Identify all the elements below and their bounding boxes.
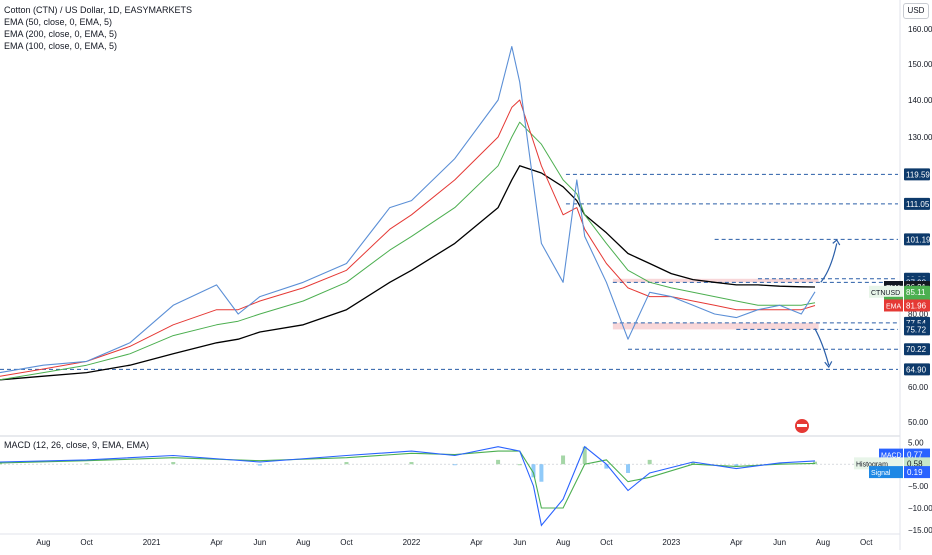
price-label-tag: EMA xyxy=(886,303,902,310)
time-axis-tick: 2021 xyxy=(143,538,161,547)
price-axis-tick: 150.00 xyxy=(908,60,932,69)
macd-label-value: 0.19 xyxy=(907,468,923,477)
price-axis-tick: 160.00 xyxy=(908,25,932,34)
time-axis-tick: 2022 xyxy=(403,538,421,547)
ema100-line xyxy=(0,121,816,381)
macd-histogram-bar xyxy=(409,462,414,465)
macd-line xyxy=(0,445,816,527)
macd-label-tag: MACD xyxy=(881,453,902,460)
macd-histogram-bar xyxy=(84,463,89,465)
bullish-projection-arrow xyxy=(820,243,838,283)
ema50-line xyxy=(0,99,816,377)
currency-button[interactable]: USD xyxy=(903,3,929,19)
time-axis-tick: Apr xyxy=(470,538,483,547)
macd-legend[interactable]: MACD (12, 26, close, 9, EMA, EMA) xyxy=(4,440,150,450)
macd-histogram-bar xyxy=(647,459,652,465)
price-label-box xyxy=(904,168,930,181)
chart-title: Cotton (CTN) / US Dollar, 1D, EASYMARKET… xyxy=(4,5,193,15)
macd-histogram-bar xyxy=(257,464,262,466)
macd-axis-tick: −10.00 xyxy=(908,504,932,513)
time-axis-tick: Apr xyxy=(210,538,223,547)
price-line xyxy=(0,45,816,374)
price-label-value: 81.96 xyxy=(906,301,927,310)
macd-histogram-bar xyxy=(777,462,782,465)
price-label-box xyxy=(904,233,930,246)
macd-histogram-bar xyxy=(496,459,501,465)
macd-label-value: 0.58 xyxy=(907,459,923,468)
price-axis-tick: 60.00 xyxy=(908,383,929,392)
price-label-tag: CTNUSD xyxy=(871,290,900,297)
us-flag-icon-stripe xyxy=(797,424,807,427)
macd-axis-tick: −5.00 xyxy=(908,482,929,491)
price-label-value: 111.05 xyxy=(906,200,930,209)
time-axis-tick: Apr xyxy=(730,538,743,547)
price-label-tag-box xyxy=(869,285,903,298)
price-label-value: 77.54 xyxy=(906,319,927,328)
indicator-ema100-label[interactable]: EMA (100, close, 0, EMA, 5) xyxy=(4,41,118,51)
macd-label-tag: Histogram xyxy=(856,461,888,468)
time-axis-tick: Aug xyxy=(816,538,830,547)
price-label-value: 64.90 xyxy=(906,365,927,374)
bullish-arrow-head xyxy=(832,239,841,246)
time-axis-tick: Jun xyxy=(773,538,786,547)
macd-histogram-bar xyxy=(604,464,609,469)
price-axis-tick: 50.00 xyxy=(908,418,929,427)
time-axis-tick: Aug xyxy=(296,538,310,547)
macd-histogram-bar xyxy=(344,462,349,465)
macd-histogram-bar xyxy=(734,464,739,467)
macd-label-value: 0.77 xyxy=(907,451,923,460)
time-axis-tick: Aug xyxy=(556,538,570,547)
price-label-value: 85.11 xyxy=(906,288,926,297)
price-label-box xyxy=(904,197,930,210)
macd-histogram-bar xyxy=(582,446,587,465)
price-label-box xyxy=(904,363,930,376)
indicator-ema200-label[interactable]: EMA (200, close, 0, EMA, 5) xyxy=(4,29,118,39)
macd-signal-line xyxy=(0,450,816,509)
time-axis-tick: 2023 xyxy=(662,538,680,547)
time-axis-tick: Jun xyxy=(513,538,526,547)
price-axis-tick: 130.00 xyxy=(908,133,932,142)
price-axis-tick: 140.00 xyxy=(908,96,932,105)
chart-legend: Cotton (CTN) / US Dollar, 1D, EASYMARKET… xyxy=(4,4,192,52)
price-label-box xyxy=(904,299,930,312)
macd-histogram-bar xyxy=(626,464,631,473)
price-label-box xyxy=(904,343,930,356)
bearish-projection-arrow xyxy=(814,328,830,366)
price-label-value: 119.59 xyxy=(906,170,930,179)
macd-label-tag-box xyxy=(869,466,903,479)
macd-label-tag: Signal xyxy=(871,470,891,477)
macd-histogram-bar xyxy=(561,455,566,465)
time-axis-tick: Oct xyxy=(860,538,873,547)
time-axis-tick: Oct xyxy=(80,538,93,547)
time-axis-tick: Oct xyxy=(600,538,613,547)
support-resistance-zone xyxy=(612,322,819,330)
support-resistance-zone xyxy=(612,278,819,283)
indicator-ema50-label[interactable]: EMA (50, close, 0, EMA, 5) xyxy=(4,17,113,27)
time-axis-tick: Jun xyxy=(253,538,266,547)
macd-histogram-bar xyxy=(539,464,544,482)
macd-histogram-bar xyxy=(452,464,457,466)
price-label-value: 75.72 xyxy=(906,325,927,334)
macd-histogram-bar xyxy=(531,464,536,478)
price-label-value: 70.22 xyxy=(906,345,927,354)
price-label-value: 101.19 xyxy=(906,235,931,244)
price-label-box xyxy=(904,323,930,336)
time-axis-tick: Aug xyxy=(36,538,50,547)
macd-axis-tick: 5.00 xyxy=(908,438,924,447)
bearish-arrow-head xyxy=(824,361,833,369)
time-axis-tick: Oct xyxy=(340,538,353,547)
price-label-box xyxy=(904,285,930,298)
macd-histogram-bar xyxy=(0,463,2,465)
ema200-line xyxy=(0,165,816,381)
price-label-tag-box xyxy=(884,299,903,312)
macd-label-box xyxy=(904,466,930,479)
macd-histogram-bar xyxy=(690,462,695,465)
macd-histogram-bar xyxy=(171,462,176,465)
macd-histogram-bar xyxy=(517,464,522,466)
price-axis-tick: 80.00 xyxy=(908,310,929,319)
macd-axis-tick: −15.00 xyxy=(908,526,932,535)
